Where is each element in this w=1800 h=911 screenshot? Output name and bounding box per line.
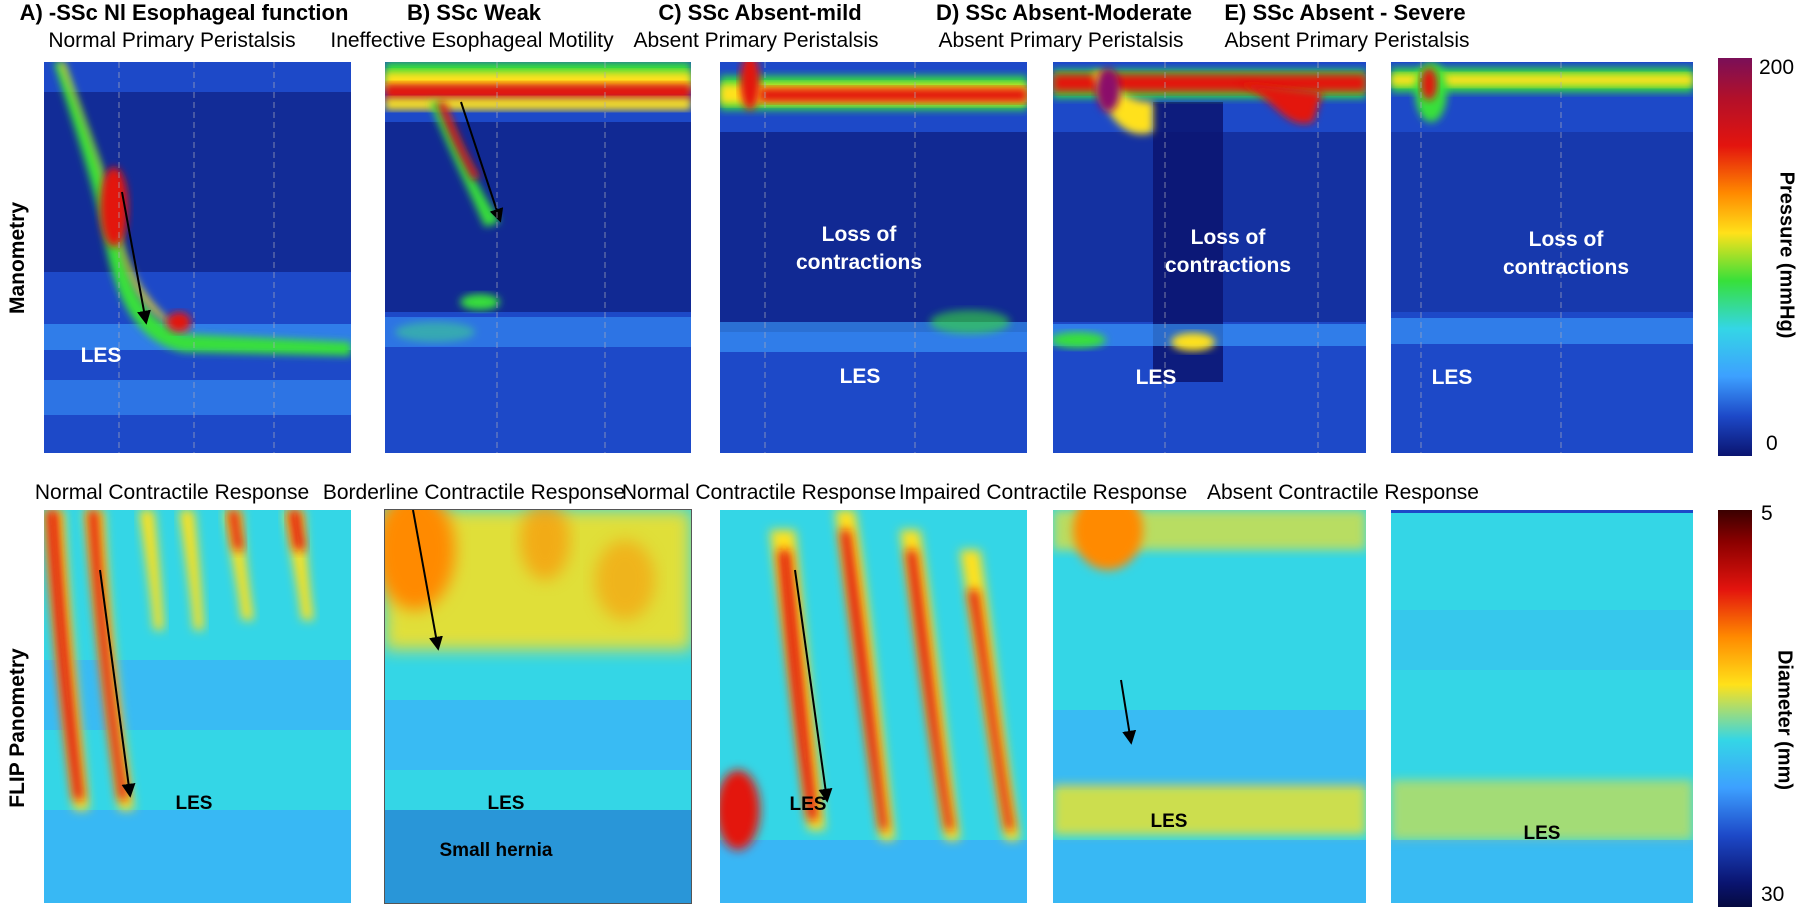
- manometry-subtitle-b: Ineffective Esophageal Motility: [330, 29, 614, 52]
- flip-panel-e: [1391, 510, 1693, 903]
- manometry-panel-b: [385, 62, 691, 453]
- loss-of-contractions-c: Loss of contractions: [796, 221, 922, 277]
- small-hernia-label: Small hernia: [439, 840, 553, 861]
- loss-label-line1: Loss of: [1528, 228, 1604, 251]
- flip-panel-d: [1053, 510, 1366, 903]
- manometry-subtitle-d: Absent Primary Peristalsis: [938, 29, 1184, 52]
- diameter-scale-top: 5: [1761, 502, 1773, 525]
- flip-panel-a: [44, 510, 351, 903]
- manometry-panel-e: [1391, 62, 1693, 453]
- flip-panel-b: [384, 509, 692, 904]
- flip-subtitle-d: Impaired Contractile Response: [898, 481, 1188, 504]
- manometry-subtitle-e: Absent Primary Peristalsis: [1224, 29, 1470, 52]
- les-label-flip-c: LES: [789, 794, 827, 815]
- les-label-manometry-d: LES: [1135, 366, 1177, 389]
- les-label-flip-b: LES: [487, 793, 525, 814]
- les-label-manometry-a: LES: [80, 344, 122, 367]
- row-label-manometry: Manometry: [6, 201, 29, 315]
- loss-label-line2: contractions: [795, 251, 923, 274]
- manometry-panel-a: [44, 62, 351, 453]
- les-label-flip-a: LES: [175, 793, 213, 814]
- column-title-c: C) SSc Absent-mild: [658, 0, 862, 25]
- manometry-subtitle-a: Normal Primary Peristalsis: [48, 29, 296, 52]
- flip-subtitle-e: Absent Contractile Response: [1207, 481, 1479, 504]
- pressure-scale-min: 0: [1766, 432, 1778, 455]
- pressure-color-scale: [1718, 58, 1752, 456]
- les-label-manometry-e: LES: [1431, 366, 1473, 389]
- diameter-scale-title: Diameter (mm): [1773, 649, 1796, 791]
- manometry-subtitle-c: Absent Primary Peristalsis: [633, 29, 879, 52]
- manometry-panel-c: [720, 62, 1027, 453]
- les-label-flip-d: LES: [1150, 811, 1188, 832]
- les-label-flip-e: LES: [1523, 823, 1561, 844]
- diameter-scale-bottom: 30: [1761, 883, 1785, 906]
- loss-label-line1: Loss of: [821, 223, 897, 246]
- column-title-b: B) SSc Weak: [406, 0, 542, 25]
- row-label-flip: FLIP Panometry: [6, 648, 29, 808]
- manometry-panel-d: [1053, 62, 1366, 453]
- flip-panel-c: [720, 510, 1027, 903]
- loss-of-contractions-d: Loss of contractions: [1165, 224, 1291, 280]
- loss-label-line2: contractions: [1502, 256, 1630, 279]
- flip-subtitle-a: Normal Contractile Response: [34, 481, 310, 504]
- column-title-a: A) -SSc Nl Esophageal function: [19, 0, 349, 25]
- loss-label-line2: contractions: [1164, 254, 1292, 277]
- flip-subtitle-c: Normal Contractile Response: [621, 481, 897, 504]
- loss-label-line1: Loss of: [1190, 226, 1266, 249]
- les-label-manometry-c: LES: [839, 365, 881, 388]
- column-title-e: E) SSc Absent - Severe: [1224, 0, 1466, 25]
- column-title-d: D) SSc Absent-Moderate: [936, 0, 1192, 25]
- flip-subtitle-b: Borderline Contractile Response: [322, 481, 626, 504]
- diameter-color-scale: [1718, 510, 1752, 907]
- pressure-scale-title: Pressure (mmHg): [1775, 171, 1798, 339]
- loss-of-contractions-e: Loss of contractions: [1503, 226, 1629, 282]
- pressure-scale-max: 200: [1759, 56, 1795, 79]
